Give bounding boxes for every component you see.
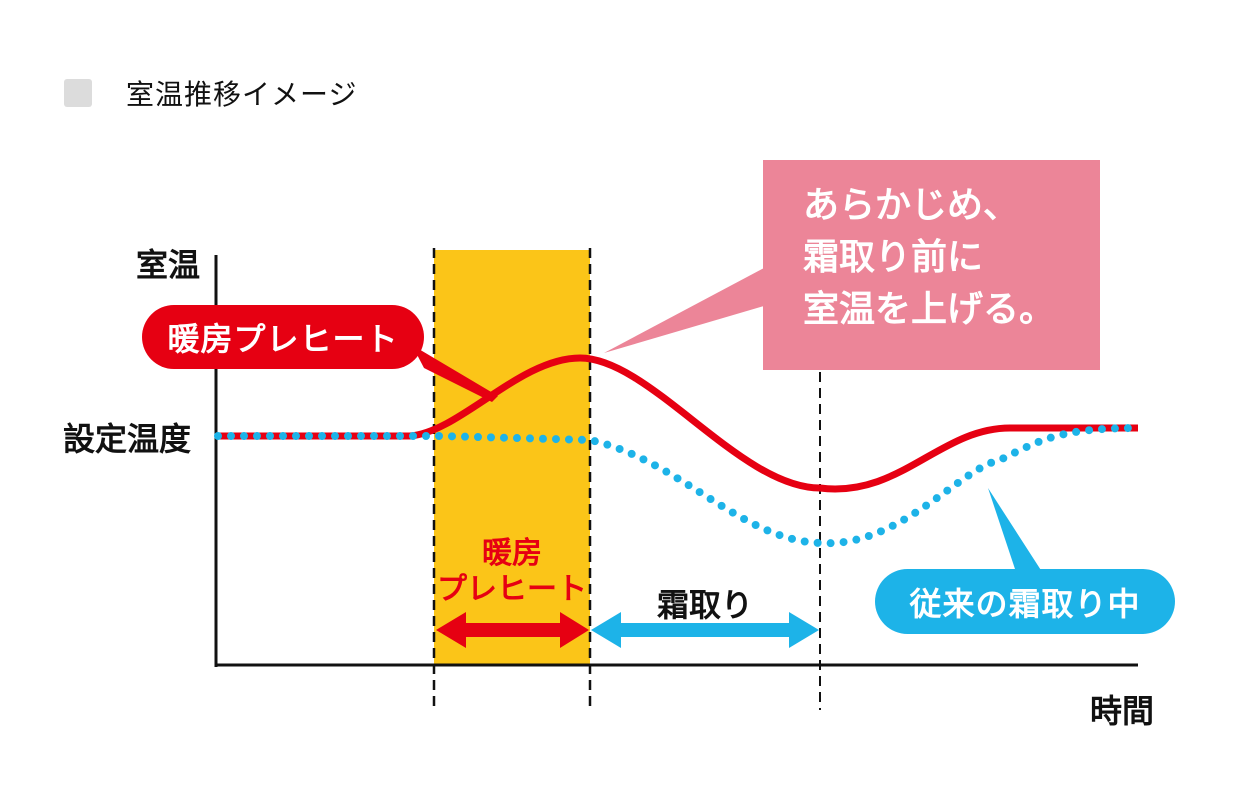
preheat-pill-pointer xyxy=(412,345,498,402)
preheat-callout: 暖房プレヒート xyxy=(142,305,424,369)
preheat-band xyxy=(434,250,590,665)
preheat-period-label-line-1: 暖房 xyxy=(482,536,542,571)
set-temperature-label: 設定温度 xyxy=(63,420,192,458)
pink-note-line-1: あらかじめ、 xyxy=(803,185,1020,226)
pink-note-pointer xyxy=(604,268,764,353)
defrost-arrow xyxy=(591,612,819,648)
header-marker xyxy=(64,79,92,107)
conventional-pill-pointer xyxy=(988,488,1046,578)
pink-note-callout: あらかじめ、 霜取り前に 室温を上げる。 xyxy=(763,160,1100,370)
preheat-line xyxy=(218,354,1138,493)
chart-header: 室温推移イメージ xyxy=(64,73,357,113)
chart-title: 室温推移イメージ xyxy=(126,78,358,111)
pink-note-line-3: 室温を上げる。 xyxy=(803,289,1056,330)
conventional-line xyxy=(214,424,1142,548)
defrost-period-label: 霜取り xyxy=(656,586,753,624)
pink-note-line-2: 霜取り前に xyxy=(803,237,984,278)
conventional-defrost-callout: 従来の霜取り中 xyxy=(875,569,1175,634)
preheat-period-label-line-2: プレヒート xyxy=(437,572,587,607)
y-axis-label: 室温 xyxy=(136,246,201,284)
preheat-arrow xyxy=(436,612,589,648)
preheat-period-label: 暖房 プレヒート xyxy=(436,536,588,608)
x-axis-label: 時間 xyxy=(1090,692,1155,730)
